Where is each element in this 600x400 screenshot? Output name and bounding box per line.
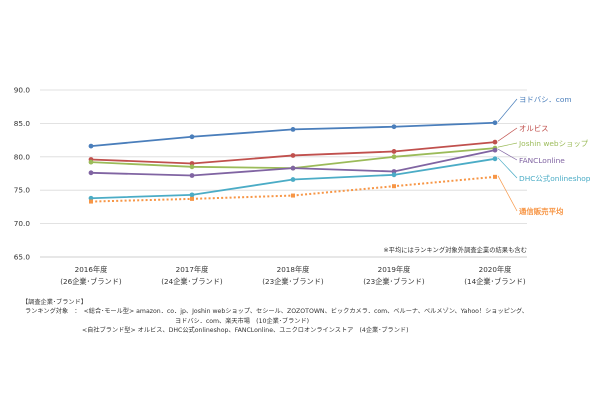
y-tick-label: 65.0 bbox=[14, 253, 31, 262]
series-line-0 bbox=[90, 121, 496, 148]
y-tick-label: 90.0 bbox=[14, 86, 31, 95]
series-label: Joshin webショップ bbox=[518, 139, 589, 148]
series-label: 通信販売平均 bbox=[519, 207, 564, 216]
data-point bbox=[391, 169, 397, 174]
x-tick-label-year: 2019年度 bbox=[378, 265, 411, 274]
data-point bbox=[89, 199, 93, 204]
data-point bbox=[189, 161, 195, 166]
data-point bbox=[290, 165, 296, 171]
data-point bbox=[88, 143, 94, 149]
data-point bbox=[492, 139, 498, 145]
x-tick-label-sub: (24企業･ブランド) bbox=[161, 277, 223, 286]
series-label: FANCLonline bbox=[519, 156, 565, 165]
data-point bbox=[392, 184, 396, 189]
series-label-leader bbox=[497, 127, 518, 142]
data-point bbox=[493, 174, 497, 179]
series-label: オルビス bbox=[519, 124, 549, 133]
data-point bbox=[189, 192, 195, 198]
series-label: ヨドバシ．com bbox=[519, 95, 572, 104]
notes-ranking-own-brand: <自社ブランド型> オルビス、DHC公式onlineshop、FANCLonli… bbox=[82, 326, 409, 334]
data-point bbox=[189, 173, 195, 178]
x-tick-label-sub: (26企業･ブランド) bbox=[60, 277, 122, 286]
series-labels: ヨドバシ．com オルビス Joshin webショップ FANCLonline DHC… bbox=[497, 95, 591, 216]
notes-heading: 【調査企業･ブランド】 bbox=[22, 299, 87, 306]
notes-ranking-general-cont: ヨドバシ．com、楽天市場 (10企業･ブランド) bbox=[175, 317, 310, 325]
series-label: DHC公式onlineshop bbox=[519, 174, 591, 183]
series-line-2 bbox=[90, 147, 496, 170]
data-point bbox=[290, 153, 296, 158]
data-point bbox=[492, 156, 498, 162]
series-label-leader bbox=[497, 157, 518, 179]
data-point bbox=[190, 196, 194, 201]
x-tick-label-sub: (23企業･ブランド) bbox=[262, 277, 324, 286]
data-point bbox=[189, 164, 195, 170]
y-tick-label: 70.0 bbox=[14, 219, 31, 228]
data-point bbox=[290, 177, 296, 182]
data-point bbox=[88, 195, 94, 201]
y-axis-tick-labels: 65.0 70.0 75.0 80.0 85.0 90.0 bbox=[14, 86, 31, 262]
notes-ranking-general: ランキング対象 ： <総合･モール型> amazon．co．jp、Joshin … bbox=[25, 308, 528, 316]
data-point bbox=[290, 127, 296, 132]
x-tick-label-year: 2020年度 bbox=[479, 265, 512, 274]
chart-annotation: ※平均にはランキング対象外調査企業の結果も含む bbox=[383, 245, 527, 254]
y-tick-label: 75.0 bbox=[14, 186, 31, 195]
y-tick-label: 85.0 bbox=[14, 119, 31, 128]
series-label-leader bbox=[497, 98, 518, 122]
data-point bbox=[492, 147, 498, 153]
series-label-leader bbox=[497, 175, 518, 212]
data-point bbox=[391, 172, 397, 178]
data-point bbox=[391, 149, 397, 154]
series-label-leader bbox=[497, 142, 518, 148]
series-lines bbox=[88, 120, 498, 204]
x-tick-label-sub: (23企業･ブランド) bbox=[363, 277, 425, 286]
x-tick-label-year: 2018年度 bbox=[277, 265, 310, 274]
x-tick-label-year: 2017年度 bbox=[176, 265, 209, 274]
data-point bbox=[291, 193, 295, 198]
data-point bbox=[88, 159, 94, 165]
gridlines bbox=[40, 89, 527, 258]
x-axis-labels: 2016年度 (26企業･ブランド) 2017年度 (24企業･ブランド) 2018年度… bbox=[60, 265, 526, 286]
series-label-leader bbox=[497, 148, 518, 161]
data-point bbox=[189, 134, 195, 140]
data-point bbox=[88, 170, 94, 176]
line-chart: 65.0 70.0 75.0 80.0 85.0 90.0 2016年度 (26企業･ブラン… bbox=[14, 86, 591, 287]
y-tick-label: 80.0 bbox=[14, 152, 31, 161]
data-point bbox=[391, 124, 397, 130]
x-tick-label-sub: (14企業･ブランド) bbox=[464, 277, 526, 286]
x-tick-label-year: 2016年度 bbox=[75, 265, 108, 274]
survey-notes: 【調査企業･ブランド】 ランキング対象 ： <総合･モール型> amazon．c… bbox=[22, 298, 528, 335]
data-point bbox=[391, 154, 397, 160]
data-point bbox=[492, 120, 498, 126]
